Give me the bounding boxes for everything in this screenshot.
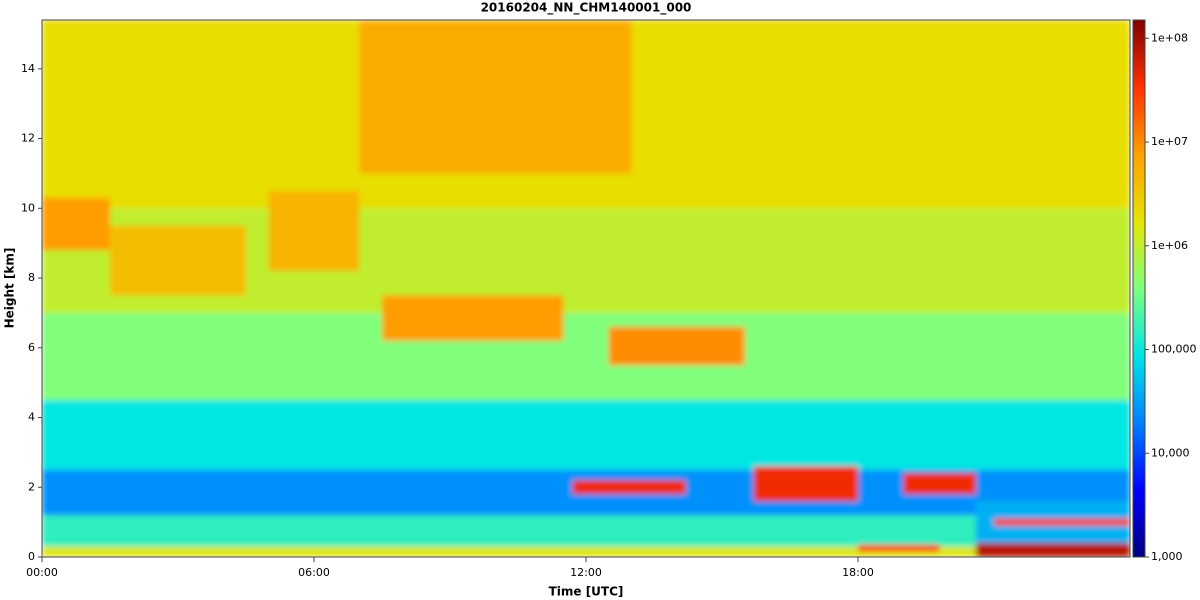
colorbar-tick-label: 10,000 bbox=[1151, 446, 1190, 459]
backscatter-cell bbox=[42, 312, 1130, 401]
backscatter-cell bbox=[110, 225, 246, 296]
y-axis-label: Height [km] bbox=[3, 248, 17, 329]
colorbar-tick-label: 100,000 bbox=[1151, 343, 1197, 356]
backscatter-cell bbox=[608, 326, 745, 366]
backscatter-cell bbox=[975, 543, 1130, 557]
plot-area bbox=[42, 20, 1130, 557]
backscatter-cell bbox=[268, 190, 360, 272]
y-tick-label: 12 bbox=[21, 132, 35, 145]
colorbar-tick-label: 1,000 bbox=[1151, 550, 1183, 563]
y-tick-label: 14 bbox=[21, 62, 35, 75]
heatmap bbox=[42, 20, 1130, 557]
x-tick-label: 12:00 bbox=[570, 566, 602, 579]
colorbar bbox=[1132, 19, 1146, 558]
x-tick-label: 06:00 bbox=[298, 566, 330, 579]
chart-title: 20160204_NN_CHM140001_000 bbox=[481, 1, 692, 16]
backscatter-cell bbox=[42, 515, 1130, 547]
y-tick-label: 2 bbox=[28, 480, 35, 493]
backscatter-cell bbox=[753, 466, 858, 502]
backscatter-cell bbox=[382, 295, 564, 341]
colorbar-tick-label: 1e+08 bbox=[1151, 31, 1188, 44]
backscatter-cell bbox=[359, 20, 632, 174]
backscatter-cell bbox=[42, 197, 110, 251]
colorbar-tick-label: 1e+06 bbox=[1151, 239, 1188, 252]
backscatter-cell bbox=[903, 473, 976, 495]
y-tick-label: 4 bbox=[28, 411, 35, 424]
y-tick-label: 10 bbox=[21, 201, 35, 214]
y-tick-label: 0 bbox=[28, 550, 35, 563]
colorbar-tick-label: 1e+07 bbox=[1151, 135, 1188, 148]
y-tick-label: 8 bbox=[28, 271, 35, 284]
backscatter-cell bbox=[994, 518, 1130, 526]
backscatter-cell bbox=[42, 400, 1130, 470]
backscatter-cell bbox=[858, 544, 940, 552]
backscatter-cell bbox=[42, 546, 1130, 557]
x-tick-label: 00:00 bbox=[26, 566, 58, 579]
y-tick-label: 6 bbox=[28, 341, 35, 354]
x-axis-label: Time [UTC] bbox=[549, 585, 624, 599]
x-tick-label: 18:00 bbox=[842, 566, 874, 579]
backscatter-cell bbox=[572, 480, 686, 495]
